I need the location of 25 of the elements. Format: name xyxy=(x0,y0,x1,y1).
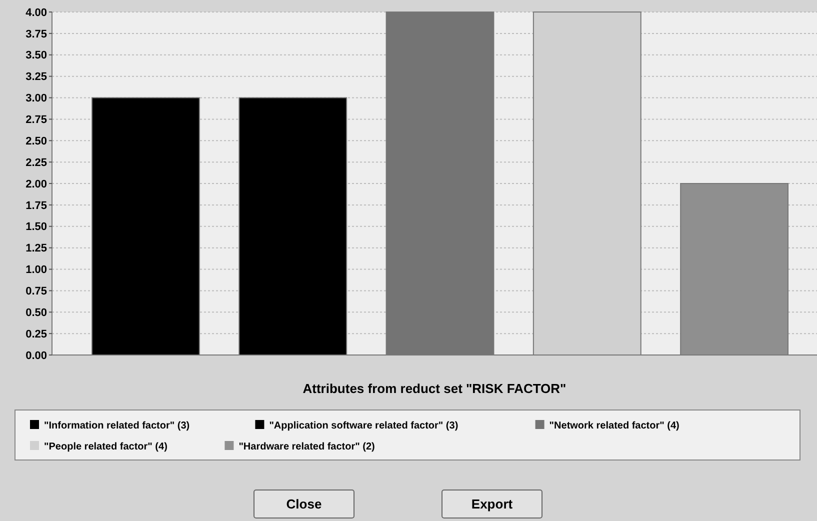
y-tick-label: 0.25 xyxy=(26,328,47,340)
y-tick-label: 0.00 xyxy=(26,350,47,362)
legend-label: "People related factor" (4) xyxy=(44,442,168,452)
legend-label: "Hardware related factor" (2) xyxy=(238,442,375,452)
push-button: Close xyxy=(254,490,354,518)
push-button: Export xyxy=(442,490,542,518)
y-tick-label: 3.50 xyxy=(26,50,47,62)
y-tick-label: 1.25 xyxy=(26,242,47,255)
y-tick-label: 3.00 xyxy=(26,92,47,105)
y-tick-label: 0.50 xyxy=(26,306,47,319)
y-tick-label: 1.00 xyxy=(26,264,47,276)
y-tick-label: 2.00 xyxy=(26,178,47,190)
y-tick-label: 2.75 xyxy=(26,114,47,126)
legend-label: "Network related factor" (4) xyxy=(549,420,680,432)
y-tick-label: 4.00 xyxy=(26,6,47,19)
legend-label: "Information related factor" (3) xyxy=(44,420,190,432)
y-tick-label: 3.25 xyxy=(26,71,47,84)
y-tick-label: 1.50 xyxy=(26,221,47,234)
y-tick-label: 2.25 xyxy=(26,156,47,169)
legend-label: "Application software related factor" (3) xyxy=(269,420,458,432)
x-axis-title: Attributes from reduct set "RISK FACTOR" xyxy=(302,381,566,396)
y-tick-label: 3.75 xyxy=(26,28,47,40)
y-tick-label: 2.50 xyxy=(26,135,47,148)
y-tick-label: 1.75 xyxy=(26,200,47,212)
y-tick-label: 0.75 xyxy=(26,286,47,298)
